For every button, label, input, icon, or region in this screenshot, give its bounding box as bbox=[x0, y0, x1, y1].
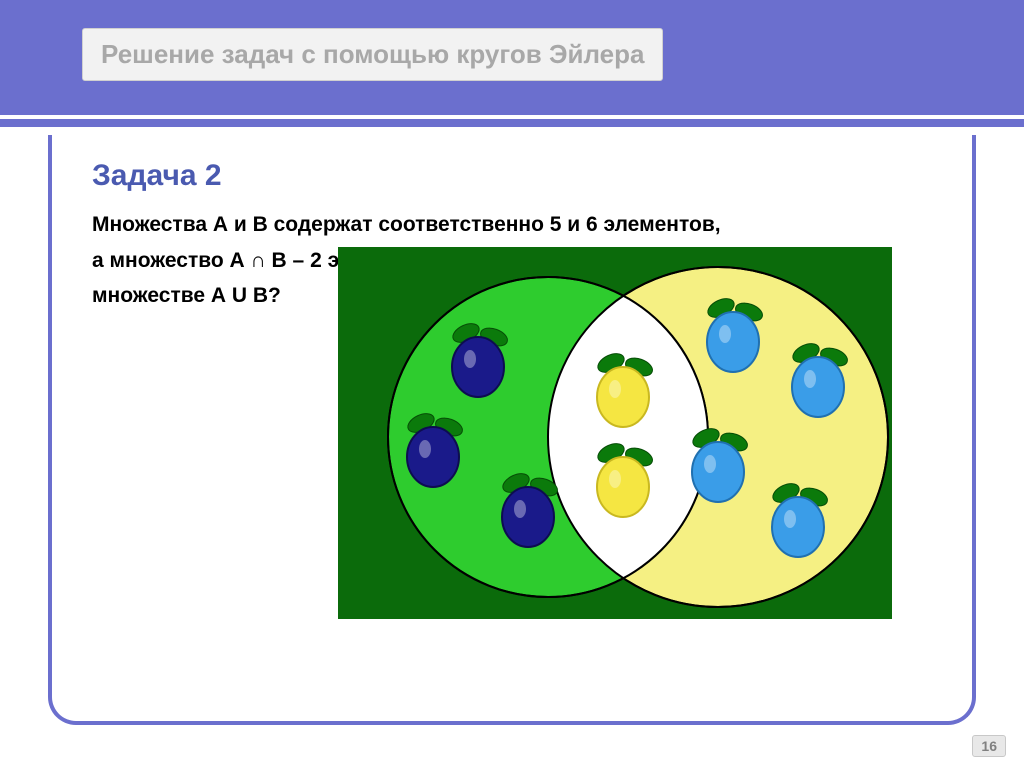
text-line-1: Множества А и В содержат соответственно … bbox=[92, 207, 932, 243]
page-number: 16 bbox=[972, 735, 1006, 757]
header-bar: Решение задач с помощью кругов Эйлера bbox=[0, 0, 1024, 115]
problem-heading: Задача 2 bbox=[92, 159, 932, 193]
venn-diagram bbox=[338, 247, 892, 619]
slide-body: Задача 2 Множества А и В содержат соотве… bbox=[48, 135, 976, 725]
title-box: Решение задач с помощью кругов Эйлера bbox=[82, 28, 663, 81]
divider-bar bbox=[0, 115, 1024, 127]
slide-title: Решение задач с помощью кругов Эйлера bbox=[101, 39, 644, 69]
